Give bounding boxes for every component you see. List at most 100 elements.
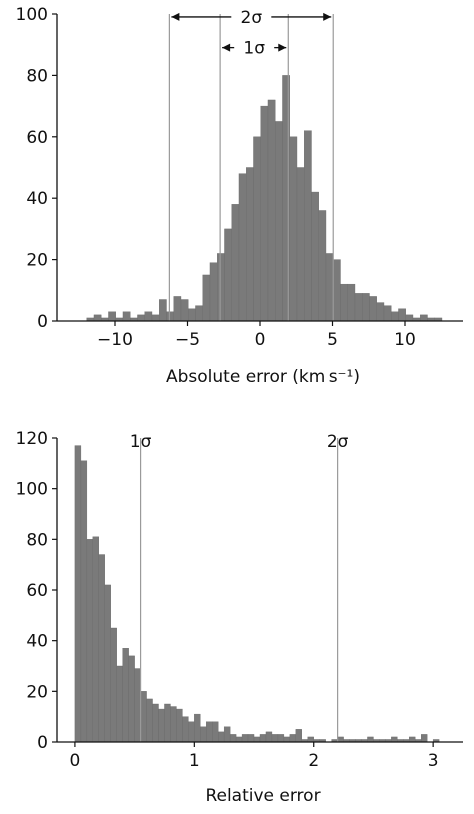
histogram-bar — [295, 729, 302, 743]
histogram-bar — [247, 734, 255, 743]
histogram-bar — [283, 736, 291, 743]
histogram-bar — [108, 311, 116, 322]
histogram-bar — [152, 703, 159, 743]
histogram-bar — [383, 305, 392, 322]
histogram-bar — [164, 703, 171, 743]
histogram-bar — [265, 731, 273, 743]
x-tick-label: 0 — [69, 751, 80, 771]
histogram-bar — [217, 253, 225, 322]
histogram-bar — [122, 311, 131, 322]
histogram-bar — [405, 314, 414, 322]
x-tick-label: 2 — [308, 751, 319, 771]
histogram-bar — [144, 311, 153, 322]
y-tick-label: 40 — [26, 632, 48, 652]
y-tick-label: 0 — [37, 312, 48, 332]
histogram-bar — [391, 736, 398, 743]
x-tick-label: 3 — [428, 751, 439, 771]
y-tick-label: 40 — [26, 189, 48, 209]
histogram-bar — [289, 734, 297, 743]
histogram-bar — [182, 716, 189, 743]
histogram-bar — [194, 713, 201, 743]
histogram-bar — [212, 721, 219, 743]
histogram-bar — [246, 167, 254, 322]
histogram-bar — [151, 314, 160, 322]
histogram-bar — [318, 210, 327, 322]
histogram-bar — [116, 665, 123, 743]
histogram-bar — [391, 311, 399, 322]
histogram-bar — [180, 299, 189, 322]
y-tick-label: 60 — [26, 128, 48, 148]
histogram-bar — [188, 721, 195, 743]
x-axis-title: Absolute error (km s⁻¹) — [166, 367, 360, 387]
histogram-bar — [202, 274, 211, 322]
sigma-label: 1σ — [130, 432, 152, 452]
histogram-bar — [271, 734, 279, 743]
histogram-bar — [267, 99, 276, 322]
sigma-label: 1σ — [243, 39, 265, 59]
y-tick-label: 80 — [26, 66, 48, 86]
histogram-bar — [421, 734, 428, 743]
y-tick-label: 100 — [16, 5, 48, 25]
histogram-bar — [229, 734, 237, 743]
histogram-bar — [166, 311, 174, 322]
histogram-bar — [224, 228, 232, 322]
histogram-bar — [93, 314, 102, 322]
histogram-bar — [140, 691, 147, 743]
histogram-bar — [304, 130, 312, 322]
histogram-bar — [159, 299, 167, 322]
histogram-bar — [325, 253, 334, 322]
y-tick-label: 100 — [16, 480, 48, 500]
histogram-bar — [260, 105, 269, 322]
histogram-bar — [409, 736, 416, 743]
histogram-bar — [311, 191, 319, 322]
histogram-bar — [307, 736, 314, 743]
histogram-bar — [275, 121, 283, 322]
histogram-bar — [398, 308, 406, 322]
histogram-bar — [206, 721, 213, 743]
y-tick-label: 0 — [37, 733, 48, 753]
histogram-bar — [98, 554, 105, 743]
histogram-bar — [134, 668, 141, 743]
histogram-bar — [137, 314, 145, 322]
histogram-bar — [173, 296, 182, 322]
histogram-bar — [369, 296, 377, 322]
sigma-arrow-right-head — [278, 43, 287, 52]
y-tick-label: 20 — [26, 682, 48, 702]
histogram-bar — [128, 655, 135, 743]
histogram-bar — [218, 731, 225, 743]
histogram-bar — [347, 283, 356, 322]
histogram-bar — [362, 293, 370, 322]
histogram-bar — [289, 136, 298, 322]
histogram-bar — [241, 734, 249, 743]
histogram-bar — [354, 293, 363, 322]
histogram-bar — [158, 708, 165, 743]
relative-error-histogram: 0 1 2 3 0 20 40 60 80 100 120 Relative error 1σ 2σ — [16, 429, 463, 806]
sigma-arrow-left-head — [171, 12, 180, 21]
histogram-bar — [86, 539, 94, 743]
x-tick-label: 1 — [189, 751, 200, 771]
histogram-bar — [235, 736, 243, 743]
y-tick-label: 20 — [26, 251, 48, 271]
sigma-arrow-left-head — [222, 43, 231, 52]
histogram-bar — [223, 726, 231, 743]
histogram-bar — [200, 726, 207, 743]
x-tick-label: 5 — [327, 330, 338, 350]
x-tick-label: −10 — [97, 330, 133, 350]
histogram-bar — [367, 736, 374, 743]
y-tick-label: 60 — [26, 581, 48, 601]
histogram-bar — [253, 136, 261, 322]
histogram-bar — [296, 167, 305, 322]
x-tick-label: 10 — [394, 330, 416, 350]
histogram-bar — [340, 283, 348, 322]
y-tick-label: 120 — [16, 429, 48, 449]
histogram-bar — [110, 627, 117, 743]
histogram-bar — [188, 308, 196, 322]
histogram-bar — [176, 708, 183, 743]
histogram-bar — [277, 734, 285, 743]
histogram-bar — [259, 734, 267, 743]
histogram-bar — [238, 173, 247, 322]
histogram-bar — [420, 314, 428, 322]
histogram-bar — [376, 302, 385, 322]
histogram-bar — [146, 698, 153, 743]
